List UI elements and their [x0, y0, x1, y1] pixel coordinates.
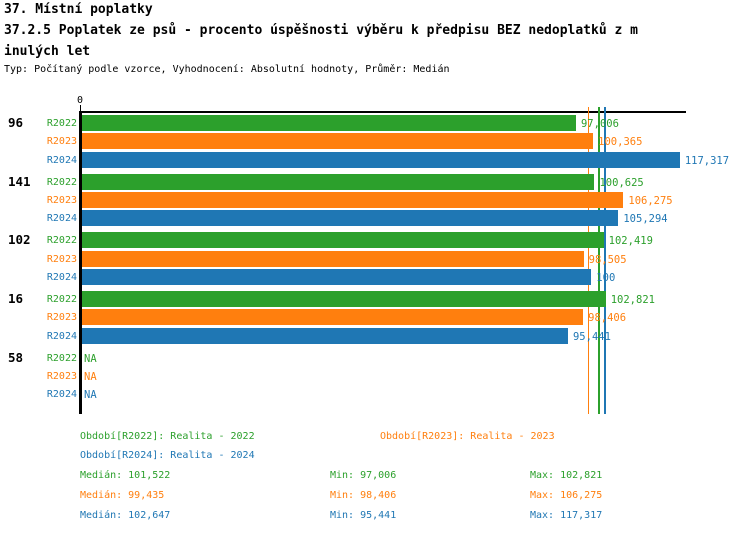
series-label-r2022: R2022: [46, 294, 77, 305]
category-label: 96: [8, 115, 24, 130]
median-line-r2023: [587, 107, 590, 414]
bar-value-label: 102,419: [608, 235, 653, 248]
stat-median-r2023: Medián: 99,435: [80, 490, 165, 501]
category-label: 16: [8, 291, 24, 306]
series-label-r2022: R2022: [46, 352, 77, 364]
bar-r2024: [82, 269, 592, 286]
x-axis-tick: [79, 105, 81, 111]
x-axis-zero-label: 0: [76, 95, 84, 106]
bar-r2022: [82, 291, 606, 307]
stat-min-r2022: Min: 97,006: [330, 470, 397, 481]
stat-median-r2022: Medián: 101,522: [80, 470, 171, 481]
series-label-r2024: R2024: [46, 389, 77, 401]
median-line-r2022: [598, 107, 600, 414]
bar-value-label: 97,006: [580, 118, 619, 130]
series-label-r2023: R2023: [46, 195, 77, 206]
bar-r2022: [82, 232, 604, 249]
bar-r2023: [82, 250, 584, 267]
series-label-r2023: R2023: [46, 136, 77, 148]
chart-subtitle-line2: inulých let: [4, 44, 91, 59]
bar-r2023: [82, 192, 624, 208]
bar-value-label: 98,505: [588, 253, 627, 266]
bar-value-label: 102,821: [610, 294, 655, 306]
legend-period-r2023: Období[R2023]: Realita - 2023: [380, 431, 555, 442]
series-label-r2023: R2023: [46, 371, 77, 383]
series-label-r2022: R2022: [46, 235, 77, 247]
bar-value-label: 100: [596, 272, 616, 285]
y-axis-line: [79, 111, 82, 414]
category-label: 58: [8, 349, 24, 365]
bar-r2023: [82, 133, 594, 150]
series-label-r2022: R2022: [46, 176, 77, 188]
stat-max-r2024: Max: 117,317: [530, 510, 603, 521]
series-label-r2022: R2022: [46, 118, 77, 129]
na-value-label: NA: [84, 389, 97, 402]
bar-r2022: [82, 115, 576, 131]
stat-min-r2023: Min: 98,406: [330, 490, 397, 501]
series-label-r2024: R2024: [46, 272, 77, 284]
bar-value-label: 100,625: [599, 176, 644, 189]
chart-subtitle-line1: 37.2.5 Poplatek ze psů - procento úspěšn…: [4, 23, 638, 38]
bar-value-label: 95,441: [572, 330, 611, 343]
stat-median-r2024: Medián: 102,647: [80, 510, 171, 521]
series-label-r2023: R2023: [46, 253, 77, 265]
series-label-r2024: R2024: [46, 330, 77, 342]
series-label-r2023: R2023: [46, 312, 77, 324]
x-axis-line: [79, 111, 686, 113]
na-value-label: NA: [84, 371, 97, 384]
series-label-r2024: R2024: [46, 154, 77, 166]
bar-r2024: [82, 327, 568, 344]
series-label-r2024: R2024: [46, 213, 77, 225]
stat-min-r2024: Min: 95,441: [330, 510, 397, 521]
na-value-label: NA: [84, 352, 97, 365]
bar-r2023: [82, 309, 584, 326]
bar-value-label: 100,365: [598, 136, 643, 149]
category-label: 102: [8, 232, 31, 248]
chart-meta-line: Typ: Počítaný podle vzorce, Vyhodnocení:…: [4, 64, 450, 75]
category-label: 141: [8, 173, 31, 189]
bar-r2024: [82, 151, 680, 168]
bar-r2024: [82, 210, 619, 227]
median-line-r2024: [604, 107, 606, 414]
legend-period-r2024: Období[R2024]: Realita - 2024: [80, 450, 255, 461]
stat-max-r2023: Max: 106,275: [530, 490, 603, 501]
page-title: 37. Místní poplatky: [4, 2, 153, 17]
bar-r2022: [82, 173, 595, 190]
bar-value-label: 117,317: [684, 154, 730, 167]
bar-value-label: 98,406: [588, 312, 627, 325]
legend-period-r2022: Období[R2022]: Realita - 2022: [80, 431, 255, 442]
bar-value-label: 106,275: [628, 195, 673, 207]
bar-value-label: 105,294: [623, 213, 668, 226]
stat-max-r2022: Max: 102,821: [530, 470, 603, 481]
